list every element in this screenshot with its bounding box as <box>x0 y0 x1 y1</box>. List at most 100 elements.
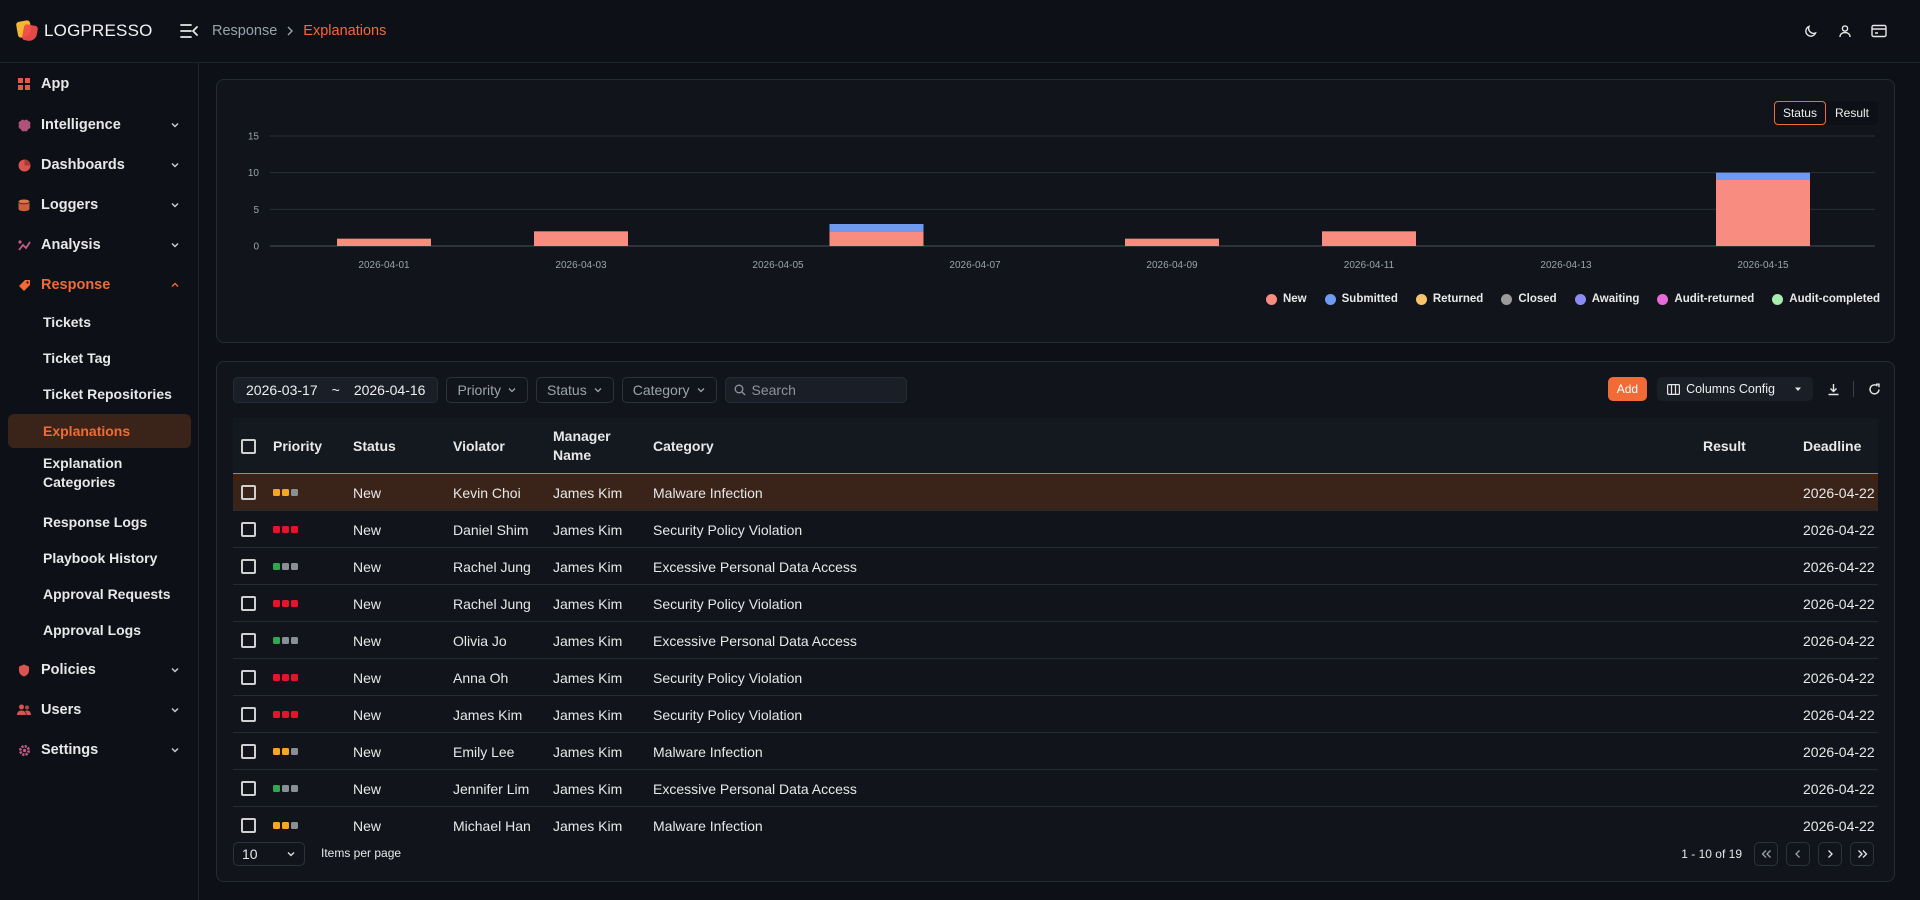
x-tick-label: 2026-04-09 <box>1146 260 1198 271</box>
bar-segment[interactable] <box>1125 238 1219 246</box>
row-checkbox[interactable] <box>241 659 256 696</box>
table-row[interactable]: New James Kim James Kim Security Policy Vio… <box>233 696 1878 733</box>
table-row[interactable]: New Jennifer Lim James Kim Excessive Person… <box>233 770 1878 807</box>
row-checkbox[interactable] <box>241 511 256 548</box>
column-violator[interactable]: Violator <box>453 437 505 454</box>
legend-item[interactable]: Audit-returned <box>1657 293 1754 305</box>
legend-item[interactable]: Awaiting <box>1574 293 1639 305</box>
bar-segment[interactable] <box>1716 180 1810 246</box>
row-checkbox[interactable] <box>241 770 256 807</box>
cell-status: New <box>353 780 382 797</box>
table-row[interactable]: New Rachel Jung James Kim Excessive Persona… <box>233 548 1878 585</box>
sidebar-item-policies[interactable]: Policies <box>8 654 191 686</box>
download-icon[interactable] <box>1823 379 1843 399</box>
column-priority[interactable]: Priority <box>273 437 323 454</box>
row-checkbox[interactable] <box>241 696 256 733</box>
table-row[interactable]: New Olivia Jo James Kim Excessive Personal … <box>233 622 1878 659</box>
legend-item[interactable]: Audit-completed <box>1772 293 1880 305</box>
first-page-icon[interactable] <box>1754 842 1778 866</box>
refresh-icon[interactable] <box>1864 379 1884 399</box>
table-row[interactable]: New Michael Han James Kim Malware Infection… <box>233 807 1878 836</box>
category-filter[interactable]: Category <box>621 377 717 403</box>
column-category[interactable]: Category <box>653 437 714 454</box>
toggle-status-button[interactable]: Status <box>1773 101 1826 125</box>
cell-category: Security Policy Violation <box>653 595 803 612</box>
sidebar-item-analysis[interactable]: Analysis <box>8 229 191 261</box>
legend-item[interactable]: Closed <box>1501 293 1557 305</box>
sidebar-item-explanations[interactable]: Explanations <box>8 414 191 448</box>
cell-manager-name: James Kim <box>553 632 623 649</box>
legend-item[interactable]: Returned <box>1415 293 1483 305</box>
add-button[interactable]: Add <box>1607 377 1648 401</box>
bar-segment[interactable] <box>337 238 431 246</box>
sidebar-item-settings[interactable]: Settings <box>8 734 191 766</box>
card-icon[interactable] <box>1868 20 1890 42</box>
sidebar-item-approval-logs[interactable]: Approval Logs <box>43 621 142 638</box>
priority-indicator <box>273 696 298 733</box>
column-status[interactable]: Status <box>353 437 396 454</box>
prev-page-icon[interactable] <box>1786 842 1810 866</box>
date-range-picker[interactable]: 2026-03-17 ~ 2026-04-16 <box>233 377 439 403</box>
toggle-result-button[interactable]: Result <box>1834 106 1869 120</box>
next-page-icon[interactable] <box>1818 842 1842 866</box>
row-checkbox[interactable] <box>241 622 256 659</box>
row-checkbox[interactable] <box>241 548 256 585</box>
select-all-checkbox[interactable] <box>241 418 256 474</box>
columns-config-button[interactable]: Columns Config <box>1657 377 1813 401</box>
sidebar-item-approval-requests[interactable]: Approval Requests <box>43 585 171 602</box>
column-deadline[interactable]: Deadline <box>1803 437 1862 454</box>
legend-item[interactable]: New <box>1265 293 1307 305</box>
chevron-down-icon <box>171 123 179 128</box>
sidebar-item-explanation-categories[interactable]: Explanation Categories <box>43 455 123 490</box>
priority-dot <box>282 637 289 644</box>
table-row[interactable]: New Daniel Shim James Kim Security Policy V… <box>233 511 1878 548</box>
logo[interactable]: LOGPRESSO <box>15 19 164 43</box>
legend-item[interactable]: Submitted <box>1324 293 1398 305</box>
cell-category: Security Policy Violation <box>653 669 803 686</box>
status-filter[interactable]: Status <box>536 377 614 403</box>
sidebar-item-tickets[interactable]: Tickets <box>43 313 91 330</box>
sidebar-item-loggers[interactable]: Loggers <box>8 189 191 221</box>
table-row[interactable]: New Anna Oh James Kim Security Policy Viola… <box>233 659 1878 696</box>
row-checkbox[interactable] <box>241 807 256 836</box>
column-result[interactable]: Result <box>1703 437 1746 454</box>
sidebar-item-response[interactable]: Response <box>8 269 191 301</box>
menu-collapse-icon[interactable] <box>178 20 200 42</box>
bar-segment[interactable] <box>1716 172 1810 180</box>
sidebar-item-ticket-repositories[interactable]: Ticket Repositories <box>43 385 172 402</box>
x-tick-label: 2026-04-05 <box>752 260 804 271</box>
priority-dot <box>291 637 298 644</box>
items-per-page-select[interactable]: 10 <box>233 842 305 866</box>
sidebar-item-ticket-tag[interactable]: Ticket Tag <box>43 349 111 366</box>
last-page-icon[interactable] <box>1850 842 1874 866</box>
cell-manager-name: James Kim <box>553 780 623 797</box>
bar-segment[interactable] <box>829 224 924 232</box>
sidebar-item-playbook-history[interactable]: Playbook History <box>43 549 158 566</box>
breadcrumb-parent[interactable]: Response <box>212 23 278 39</box>
priority-filter[interactable]: Priority <box>446 377 528 403</box>
table-row[interactable]: New Kevin Choi James Kim Malware Infection 2… <box>233 474 1878 511</box>
priority-dot <box>291 489 298 496</box>
moon-icon[interactable] <box>1800 20 1822 42</box>
row-checkbox[interactable] <box>241 474 256 511</box>
brain-icon <box>17 118 31 132</box>
priority-indicator <box>273 770 298 807</box>
row-checkbox[interactable] <box>241 733 256 770</box>
sidebar-item-users[interactable]: Users <box>8 694 191 726</box>
cell-deadline: 2026-04-22 <box>1803 706 1875 723</box>
sidebar-item-app[interactable]: App <box>8 68 191 100</box>
search-input[interactable] <box>751 382 892 398</box>
cell-deadline: 2026-04-22 <box>1803 743 1875 760</box>
table-row[interactable]: New Emily Lee James Kim Malware Infection 20… <box>233 733 1878 770</box>
sidebar-item-response-logs[interactable]: Response Logs <box>43 513 148 530</box>
bar-segment[interactable] <box>534 231 628 246</box>
row-checkbox[interactable] <box>241 585 256 622</box>
table-row[interactable]: New Rachel Jung James Kim Security Policy V… <box>233 585 1878 622</box>
user-icon[interactable] <box>1834 20 1856 42</box>
bar-segment[interactable] <box>1322 231 1416 246</box>
column-manager-name[interactable]: Manager Name <box>553 428 611 463</box>
bar-segment[interactable] <box>829 231 924 246</box>
status-filter-label: Status <box>547 382 587 398</box>
sidebar-item-intelligence[interactable]: Intelligence <box>8 109 191 141</box>
sidebar-item-dashboards[interactable]: Dashboards <box>8 149 191 181</box>
